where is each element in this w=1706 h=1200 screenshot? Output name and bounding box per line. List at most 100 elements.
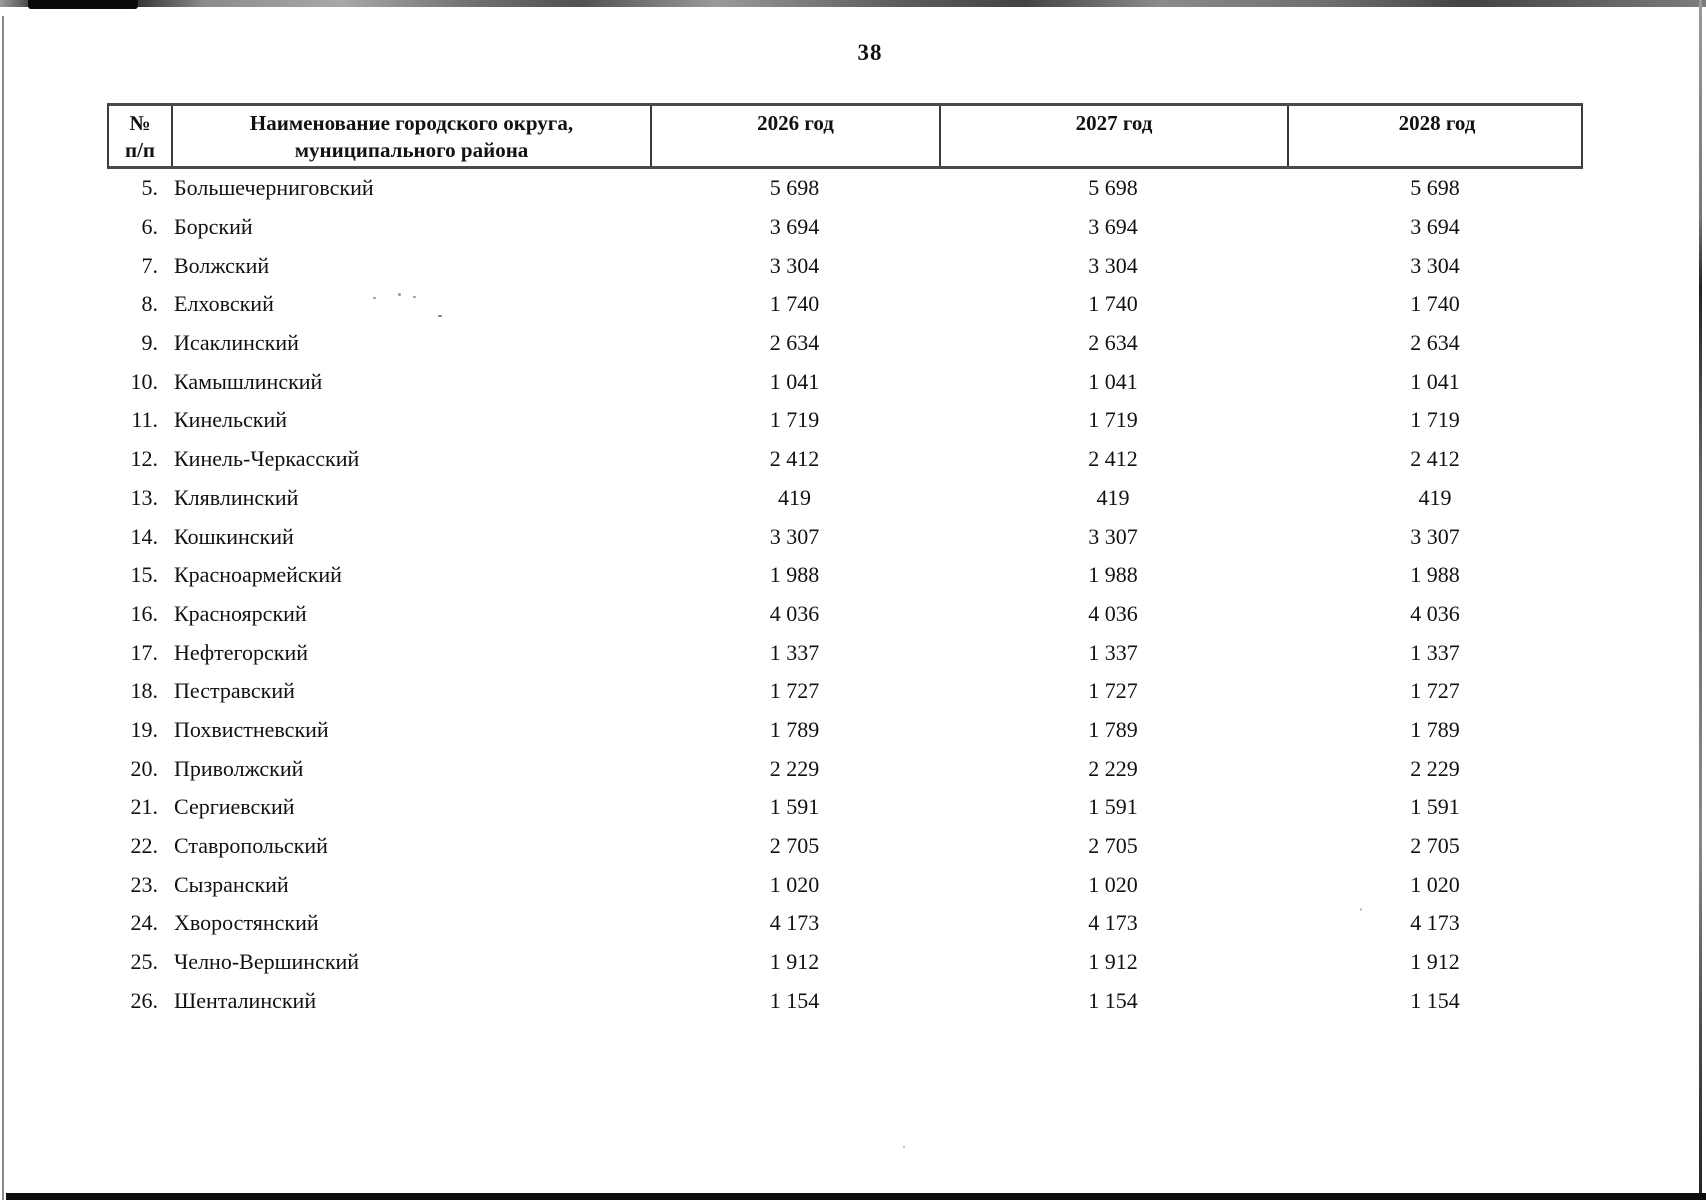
row-number-cell: 5. [141,175,159,201]
table-row: 16. Красноярский 4 036 4 036 4 036 [107,595,1583,634]
district-name-cell: Красноармейский [174,562,342,588]
value-2026-cell: 1 154 [769,987,820,1013]
scan-speck [373,297,376,299]
district-name-cell: Шенталинский [174,987,317,1013]
value-2027-cell: 2 634 [1088,330,1138,356]
district-name-cell: Кинель-Черкасский [174,446,360,472]
table-row: 14. Кошкинский 3 307 3 307 3 307 [107,517,1583,556]
value-2027-cell: 2 229 [1088,755,1138,781]
value-2026-cell: 1 719 [769,407,820,433]
value-2028-cell: 3 304 [1410,252,1460,278]
value-2028-cell: 1 912 [1410,949,1460,975]
district-name-cell: Волжский [174,252,270,278]
district-name-cell: Хворостянский [174,910,319,936]
value-2027-cell: 1 591 [1088,794,1138,820]
scan-speck [438,315,442,317]
value-2026-cell: 1 591 [769,794,820,820]
value-2027-cell: 5 698 [1088,175,1138,201]
district-name-cell: Нефтегорский [174,639,309,665]
district-name-cell: Кинельский [174,407,287,433]
scan-speck [413,296,416,298]
value-2027-cell: 2 412 [1088,446,1138,472]
value-2028-cell: 4 036 [1410,600,1460,626]
value-2028-cell: 1 591 [1410,794,1460,820]
header-num-line2: п/п [124,138,156,162]
value-2026-cell: 5 698 [769,175,820,201]
value-2026-cell: 3 694 [769,214,820,240]
value-2026-cell: 2 634 [769,330,820,356]
value-2027-cell: 1 912 [1088,949,1138,975]
value-2028-cell: 3 307 [1410,523,1460,549]
table-row: 9. Исаклинский 2 634 2 634 2 634 [107,324,1583,363]
value-2028-cell: 2 412 [1410,446,1460,472]
row-number-cell: 23. [130,871,159,897]
table-row: 10. Камышлинский 1 041 1 041 1 041 [107,362,1583,401]
district-name-cell: Приволжский [174,755,304,781]
table-row: 18. Пестравский 1 727 1 727 1 727 [107,672,1583,711]
value-2026-cell: 4 173 [769,910,820,936]
table-row: 5. Большечерниговский 5 698 5 698 5 698 [107,169,1583,208]
value-2027-cell: 1 719 [1088,407,1138,433]
district-name-cell: Пестравский [174,678,295,704]
row-number-cell: 22. [130,833,159,859]
row-number-cell: 9. [141,330,159,356]
value-2026-cell: 3 304 [769,252,820,278]
district-name-cell: Большечерниговский [174,175,374,201]
row-number-cell: 7. [141,252,159,278]
value-2028-cell: 2 634 [1410,330,1460,356]
table-row: 12. Кинель-Черкасский 2 412 2 412 2 412 [107,440,1583,479]
table-row: 13. Клявлинский 419 419 419 [107,479,1583,518]
district-name-cell: Похвистневский [174,716,329,742]
scan-artifact-left-edge [2,16,4,1200]
header-cell-2028: 2028 год [1398,111,1476,135]
value-2027-cell: 1 740 [1088,291,1138,317]
value-2026-cell: 419 [778,484,811,510]
scan-artifact-right-edge [1699,0,1702,1200]
district-name-cell: Клявлинский [174,484,299,510]
value-2028-cell: 1 041 [1410,368,1460,394]
row-number-cell: 16. [130,600,159,626]
value-2028-cell: 1 740 [1410,291,1460,317]
value-2027-cell: 1 789 [1088,716,1138,742]
row-number-cell: 17. [130,639,159,665]
value-2026-cell: 1 740 [769,291,820,317]
row-number-cell: 15. [130,562,159,588]
table-row: 15. Красноармейский 1 988 1 988 1 988 [107,556,1583,595]
value-2026-cell: 4 036 [769,600,820,626]
district-name-cell: Красноярский [174,600,307,626]
value-2028-cell: 419 [1418,484,1452,510]
table-row: 24. Хворостянский 4 173 4 173 4 173 [107,904,1583,943]
district-name-cell: Елховский [174,291,274,317]
row-number-cell: 20. [130,755,159,781]
value-2028-cell: 1 988 [1410,562,1460,588]
row-number-cell: 19. [130,716,159,742]
value-2027-cell: 2 705 [1088,833,1138,859]
district-name-cell: Ставропольский [174,833,328,859]
table-row: 11. Кинельский 1 719 1 719 1 719 [107,401,1583,440]
value-2028-cell: 1 337 [1410,639,1460,665]
table-row: 25. Челно-Вершинский 1 912 1 912 1 912 [107,943,1583,982]
value-2026-cell: 1 020 [769,871,820,897]
table-row: 22. Ставропольский 2 705 2 705 2 705 [107,827,1583,866]
value-2028-cell: 1 020 [1410,871,1460,897]
value-2027-cell: 419 [1096,484,1130,510]
value-2028-cell: 2 229 [1410,755,1460,781]
district-name-cell: Исаклинский [174,330,299,356]
value-2027-cell: 3 304 [1088,252,1138,278]
row-number-cell: 6. [141,214,159,240]
header-name-line1: Наименование городского округа, [249,111,574,135]
value-2027-cell: 1 154 [1088,987,1138,1013]
district-name-cell: Сергиевский [174,794,295,820]
header-cell-2027: 2027 год [941,106,1289,166]
row-number-cell: 8. [141,291,159,317]
value-2026-cell: 3 307 [769,523,820,549]
value-2027-cell: 1 020 [1088,871,1138,897]
table-body: 5. Большечерниговский 5 698 5 698 5 698 … [107,169,1583,1020]
district-name-cell: Камышлинский [174,368,323,394]
scan-artifact-bottom-edge [6,1193,1706,1200]
row-number-cell: 18. [130,678,159,704]
table-row: 26. Шенталинский 1 154 1 154 1 154 [107,981,1583,1020]
row-number-cell: 21. [130,794,159,820]
district-name-cell: Борский [174,214,253,240]
